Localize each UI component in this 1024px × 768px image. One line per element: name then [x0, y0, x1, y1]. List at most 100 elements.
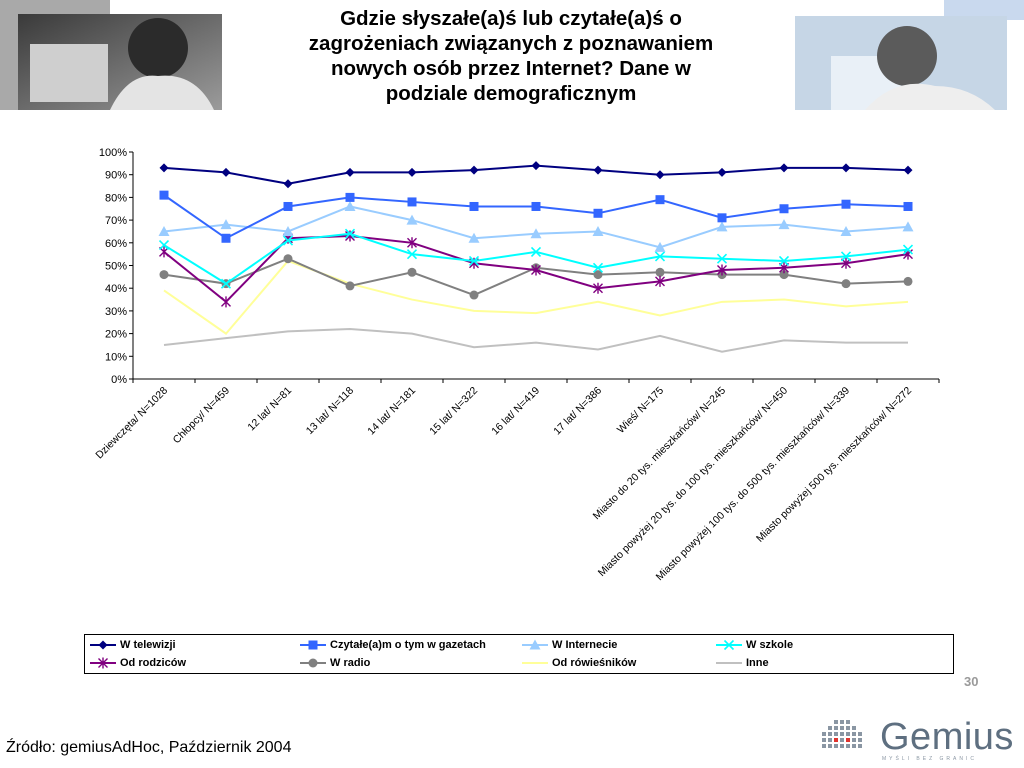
x-tick-label: Wieś/ N=175 — [615, 385, 666, 436]
data-point — [308, 640, 318, 650]
line-chart: 0% 10% 20% 30% 40% 50% 60% 70% 80% 90% 100% Dziewcz… — [93, 147, 940, 583]
data-point — [98, 657, 108, 669]
data-point — [468, 232, 480, 243]
legend-item: W radio — [299, 655, 370, 671]
data-point — [655, 275, 665, 287]
data-point — [723, 639, 735, 651]
title-line: podziale demograficznym — [385, 82, 637, 105]
title-line: zagrożeniach związanych z poznawaniem — [308, 32, 714, 55]
data-point — [98, 640, 108, 650]
legend-item: W Internecie — [521, 637, 617, 653]
data-point — [841, 163, 851, 173]
data-point — [779, 270, 789, 280]
data-point — [308, 658, 318, 668]
series-2 — [158, 200, 914, 252]
data-point — [159, 190, 169, 200]
data-point — [593, 282, 603, 294]
data-point — [407, 197, 417, 207]
data-point — [283, 179, 293, 189]
data-point — [344, 228, 356, 239]
data-point — [159, 163, 169, 173]
data-point — [221, 233, 231, 243]
gemius-logo: Gemius MYŚLI BEZ GRANIC — [818, 714, 1024, 764]
data-point — [902, 244, 914, 255]
data-point — [531, 201, 541, 211]
data-point — [779, 163, 789, 173]
y-tick-label: 20% — [105, 329, 127, 341]
data-point — [283, 201, 293, 211]
legend-swatch — [522, 639, 548, 650]
data-point — [469, 290, 479, 300]
data-point — [282, 225, 294, 236]
data-point — [158, 240, 170, 251]
data-point — [593, 208, 603, 218]
data-point — [903, 201, 913, 211]
legend-item: Od rówieśników — [521, 655, 636, 671]
data-point — [655, 195, 665, 205]
x-tick-label: 13 lat/ N=118 — [304, 385, 356, 437]
data-point — [531, 264, 541, 276]
x-tick-label: 16 lat/ N=419 — [489, 385, 542, 438]
photo-right — [795, 16, 1007, 110]
y-tick-label: 70% — [105, 215, 127, 227]
logo-text: Gemius — [880, 716, 1014, 758]
data-point — [220, 219, 232, 230]
legend-label: Od rodziców — [120, 657, 186, 669]
data-point — [407, 237, 417, 249]
legend-label: W Internecie — [552, 639, 618, 651]
data-point — [593, 165, 603, 175]
data-point — [716, 253, 728, 264]
data-point — [840, 251, 852, 262]
legend-swatch — [90, 640, 116, 650]
legend-label: W telewizji — [120, 639, 176, 651]
legend-swatch — [716, 662, 742, 664]
x-tick-label: 15 lat/ N=322 — [427, 385, 480, 438]
y-tick-label: 0% — [111, 374, 127, 386]
legend-item: W szkole — [715, 637, 793, 653]
title-line: nowych osób przez Internet? Dane w — [331, 57, 691, 80]
data-point — [778, 219, 790, 230]
legend-label: Od rówieśników — [552, 657, 637, 669]
data-point — [220, 278, 232, 289]
legend-item: W telewizji — [89, 637, 176, 653]
data-point — [345, 167, 355, 177]
logo-tagline: MYŚLI BEZ GRANIC — [882, 756, 977, 762]
series-7 — [163, 328, 908, 353]
data-point — [592, 262, 604, 273]
data-point — [717, 167, 727, 177]
x-tick-label: Chłopcy/ N=459 — [171, 385, 233, 447]
data-point — [529, 639, 541, 650]
data-point — [221, 296, 231, 308]
data-point — [469, 201, 479, 211]
page-number: 30 — [964, 674, 979, 689]
data-point — [407, 267, 417, 277]
data-point — [841, 199, 851, 209]
series-3 — [158, 228, 914, 289]
legend-label: W szkole — [746, 639, 794, 651]
source-note: Źródło: gemiusAdHoc, Październik 2004 — [6, 739, 292, 756]
data-point — [902, 221, 914, 232]
data-point — [283, 254, 293, 264]
y-tick-label: 40% — [105, 283, 127, 295]
data-point — [221, 167, 231, 177]
legend-item: Czytałe(a)m o tym w gazetach — [299, 637, 486, 653]
data-point — [717, 264, 727, 276]
decorative-band-right — [944, 0, 1024, 20]
y-tick-label: 30% — [105, 306, 127, 318]
legend-item: Inne — [715, 655, 769, 671]
data-point — [840, 225, 852, 236]
data-point — [282, 235, 294, 246]
legend-swatch — [716, 639, 742, 651]
y-tick-label: 10% — [105, 351, 127, 363]
x-tick-label: 17 lat/ N=386 — [551, 385, 604, 438]
y-tick-label: 50% — [105, 261, 127, 273]
data-point — [468, 255, 480, 267]
data-point — [592, 225, 604, 236]
data-point — [158, 225, 170, 236]
series-4 — [159, 230, 913, 308]
legend-swatch — [300, 640, 326, 650]
series-1 — [159, 190, 913, 243]
legend-swatch — [90, 657, 116, 669]
data-point — [469, 165, 479, 175]
data-point — [345, 192, 355, 202]
